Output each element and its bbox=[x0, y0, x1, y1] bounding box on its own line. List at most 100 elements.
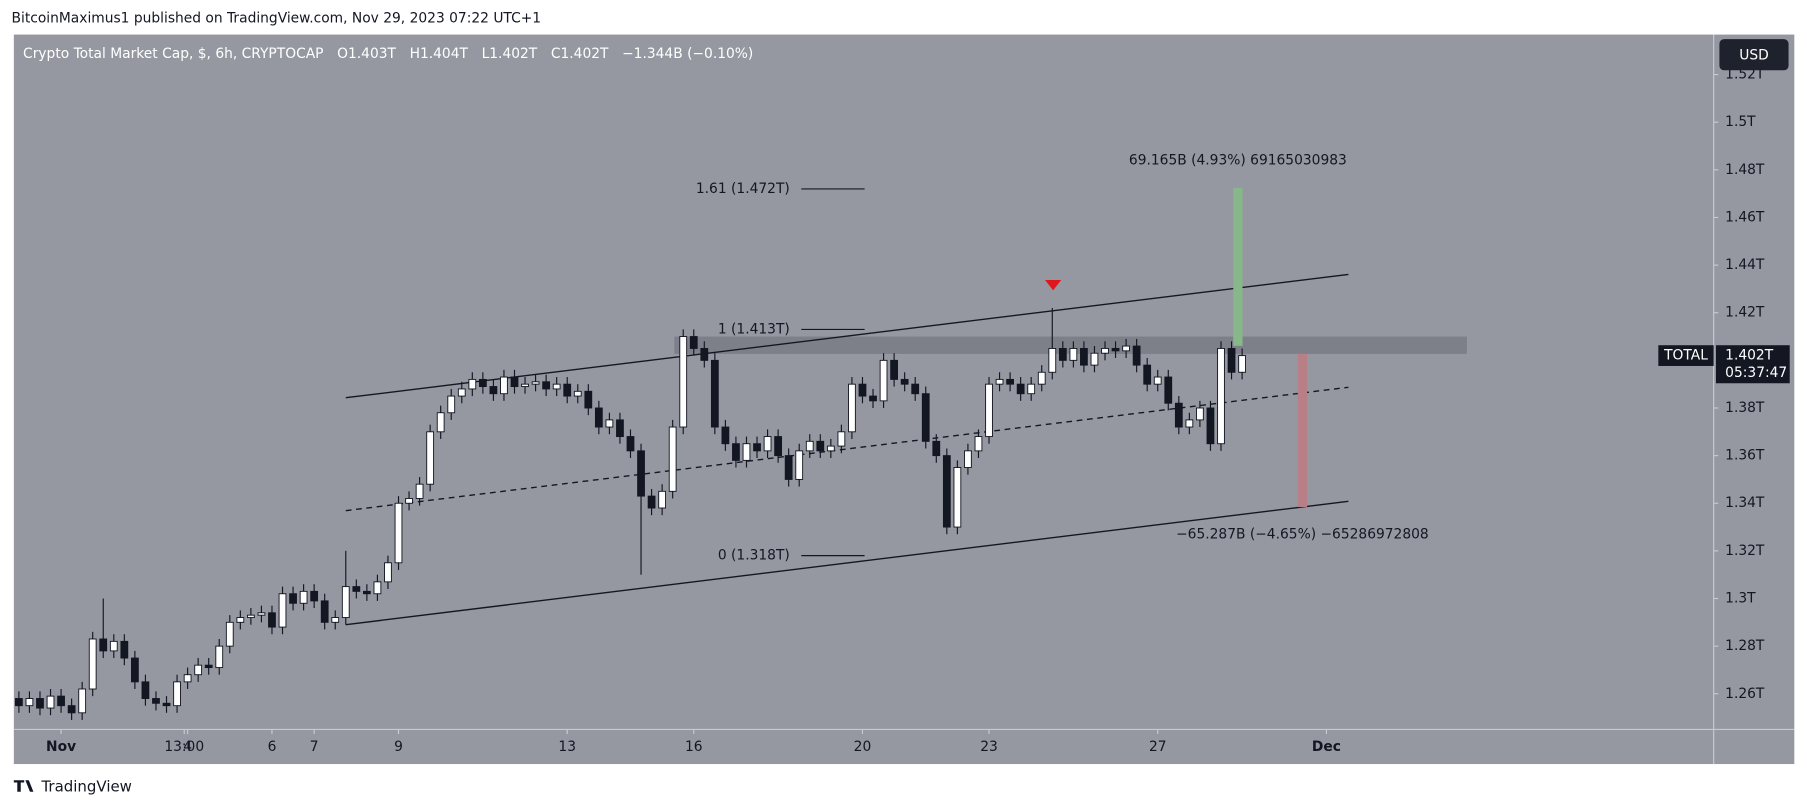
candle-body bbox=[1238, 355, 1246, 373]
candle-body bbox=[1217, 347, 1225, 445]
y-tick-label: 1.28T bbox=[1725, 638, 1765, 654]
x-tick-label: 23 bbox=[980, 739, 998, 755]
x-tick-label: 13 bbox=[558, 739, 576, 755]
candle-body bbox=[1006, 378, 1014, 385]
symbol-title: Crypto Total Market Cap, $, 6h, CRYPTOCA… bbox=[23, 46, 323, 62]
candle-body bbox=[1037, 371, 1046, 385]
candle-body bbox=[25, 698, 34, 707]
candle-body bbox=[647, 495, 656, 509]
candle-body bbox=[183, 674, 192, 683]
candle-body bbox=[341, 586, 350, 619]
candle-body bbox=[15, 698, 23, 707]
tv-logo bbox=[13, 780, 34, 792]
candle-body bbox=[141, 681, 150, 699]
y-tick-label: 1.52T bbox=[1725, 67, 1765, 83]
plot: 1.26T 1.28T 1.3T 1.32T 1.34T 1.36T 1.38T 1.42T 1… bbox=[15, 67, 1765, 755]
currency-label[interactable]: USD bbox=[1739, 47, 1769, 63]
currency-button[interactable] bbox=[1719, 39, 1789, 71]
candle-body bbox=[352, 586, 361, 592]
publisher: BitcoinMaximus1 published on TradingView… bbox=[12, 10, 542, 26]
candle-body bbox=[194, 664, 203, 676]
x-tick-label: Dec bbox=[1312, 739, 1341, 755]
candle-body bbox=[88, 638, 97, 690]
candle-body bbox=[573, 390, 582, 397]
candle-body bbox=[99, 638, 108, 652]
short-label: −65.287B (−4.65%) −65286972808 bbox=[1176, 527, 1429, 543]
candle-body bbox=[1164, 376, 1173, 404]
candle-body bbox=[204, 664, 213, 669]
candle-body bbox=[721, 426, 730, 445]
candle-body bbox=[626, 436, 635, 452]
candle-body bbox=[1111, 347, 1120, 352]
y-tick-label: 1.5T bbox=[1725, 114, 1756, 130]
fib-label: 0 (1.318T) bbox=[718, 548, 790, 564]
candle-body bbox=[964, 450, 972, 468]
candle-body bbox=[320, 600, 329, 623]
candle-body bbox=[563, 383, 572, 397]
candle-body bbox=[478, 378, 487, 388]
candle-body bbox=[1132, 345, 1141, 366]
candle-body bbox=[162, 702, 171, 707]
candle-body bbox=[1048, 347, 1057, 373]
candle-body bbox=[848, 383, 856, 433]
candle-body bbox=[225, 621, 234, 647]
candle-body bbox=[236, 617, 245, 623]
candle-body bbox=[584, 390, 593, 409]
candle-body bbox=[900, 378, 909, 385]
candle-body bbox=[394, 502, 403, 564]
candle-body bbox=[542, 381, 551, 390]
candle-body bbox=[278, 593, 287, 628]
y-tick-label: 1.42T bbox=[1725, 305, 1765, 321]
legend-header: Crypto Total Market Cap, $, 6h, CRYPTOCA… bbox=[23, 46, 753, 62]
candle-body bbox=[953, 467, 962, 528]
candle-body bbox=[742, 443, 751, 461]
candle-body bbox=[57, 695, 65, 707]
candle-body bbox=[795, 450, 804, 480]
candle-body bbox=[869, 395, 877, 402]
price-badge bbox=[1715, 345, 1790, 384]
x-tick-label: 6 bbox=[268, 739, 277, 755]
candle-body bbox=[942, 455, 951, 528]
candle-body bbox=[605, 419, 614, 428]
resistance-zone bbox=[674, 336, 1467, 354]
candle-body bbox=[215, 645, 224, 669]
candle-body bbox=[415, 483, 424, 499]
x-tick-label: 16 bbox=[685, 739, 703, 755]
candle-body bbox=[1027, 383, 1036, 395]
x-tick-label: Nov bbox=[46, 739, 76, 755]
candle-body bbox=[1101, 347, 1109, 354]
y-tick-label: 1.44T bbox=[1725, 257, 1765, 273]
candle-body bbox=[1090, 352, 1099, 366]
low-value: L1.402T bbox=[482, 46, 538, 62]
candle-body bbox=[911, 383, 920, 395]
y-tick-label: 1.26T bbox=[1725, 686, 1765, 702]
chart-panel bbox=[13, 34, 1795, 765]
symbol-badge bbox=[1658, 345, 1714, 366]
candle-body bbox=[289, 593, 297, 604]
candle-body bbox=[426, 431, 435, 485]
y-tick-label: 1.3T bbox=[1725, 591, 1756, 607]
candle-body bbox=[268, 612, 276, 628]
short-range bbox=[1297, 353, 1308, 508]
candle-body bbox=[1069, 347, 1078, 361]
candle-body bbox=[405, 498, 413, 504]
candle-body bbox=[257, 612, 266, 616]
candle-body bbox=[373, 581, 382, 595]
candle-body bbox=[299, 590, 308, 604]
candle-body bbox=[78, 688, 87, 714]
candle-body bbox=[130, 657, 139, 683]
last-price: 1.402T bbox=[1725, 348, 1774, 364]
candle-body bbox=[774, 436, 783, 457]
candle-body bbox=[700, 347, 709, 361]
x-tick-label: 27 bbox=[1149, 739, 1167, 755]
candle-body bbox=[679, 336, 688, 428]
candle-body bbox=[1016, 383, 1025, 395]
candle-body bbox=[1143, 364, 1152, 385]
x-tick-label: 4 bbox=[183, 739, 192, 755]
candle-body bbox=[710, 359, 719, 428]
x-tick-label: 20 bbox=[854, 739, 872, 755]
candle-body bbox=[510, 376, 519, 388]
candle-body bbox=[489, 386, 498, 395]
candle-body bbox=[826, 445, 835, 452]
candle-body bbox=[173, 681, 181, 707]
